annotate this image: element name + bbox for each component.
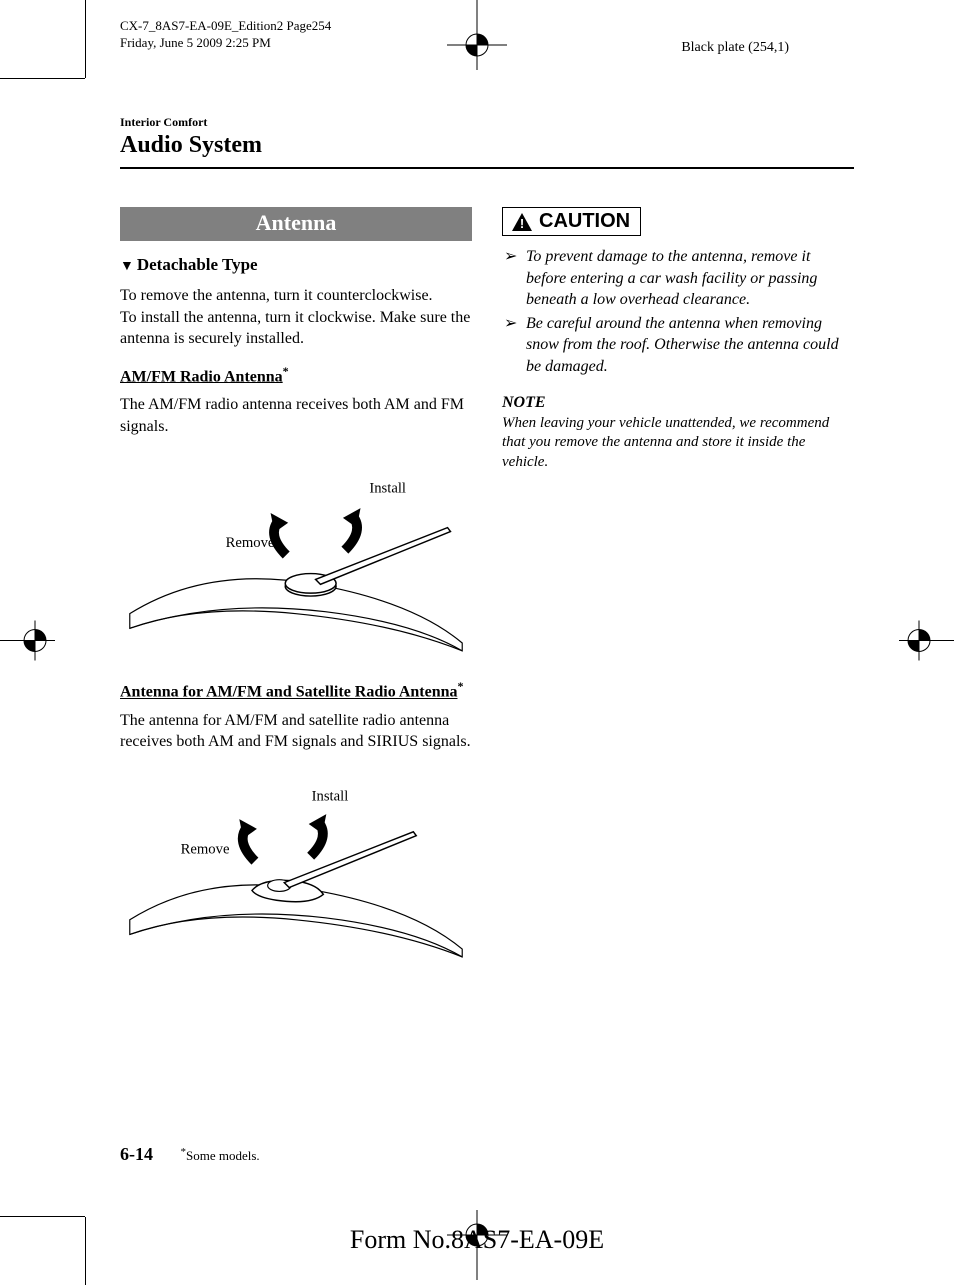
page-title: Audio System (120, 132, 854, 159)
page-number: 6-14 (120, 1144, 153, 1164)
svg-text:!: ! (520, 216, 524, 231)
caution-box: ! CAUTION (502, 207, 641, 236)
caution-item: Be careful around the antenna when remov… (526, 313, 854, 378)
crop-corner-line (0, 1216, 85, 1217)
header-rule (120, 167, 854, 169)
asterisk-icon: * (458, 679, 464, 694)
intro-text: To remove the antenna, turn it countercl… (120, 285, 472, 350)
doc-date-line: Friday, June 5 2009 2:25 PM (120, 35, 331, 52)
footnote: *Some models. (181, 1148, 260, 1163)
section-label: Interior Comfort (120, 115, 854, 130)
doc-id-line: CX-7_8AS7-EA-09E_Edition2 Page254 (120, 18, 331, 35)
antenna-diagram-1: Install Remove (120, 455, 472, 655)
page-footer: 6-14 *Some models. (120, 1144, 260, 1165)
antenna-diagram-2: Install Remove (120, 771, 472, 961)
satellite-text: The antenna for AM/FM and satellite radi… (120, 710, 472, 753)
crop-corner-line (85, 0, 86, 78)
right-column: ! CAUTION To prevent damage to the anten… (502, 207, 854, 985)
amfm-text: The AM/FM radio antenna receives both AM… (120, 394, 472, 437)
crop-corner-line (0, 78, 85, 79)
subsection-heading: Detachable Type (120, 255, 472, 275)
heading-satellite: Antenna for AM/FM and Satellite Radio An… (120, 679, 472, 701)
asterisk-icon: * (283, 364, 289, 379)
form-number: Form No.8AS7-EA-09E (350, 1225, 604, 1255)
svg-text:Install: Install (312, 788, 349, 804)
remove-label: Remove (226, 535, 275, 551)
two-column-layout: Antenna Detachable Type To remove the an… (120, 207, 854, 985)
caution-list: To prevent damage to the antenna, remove… (502, 246, 854, 378)
caution-item: To prevent damage to the antenna, remove… (526, 246, 854, 311)
section-banner: Antenna (120, 207, 472, 241)
note-text: When leaving your vehicle unattended, we… (502, 414, 854, 473)
note-heading: NOTE (502, 394, 854, 412)
install-label: Install (369, 481, 406, 497)
content-area: Interior Comfort Audio System Antenna De… (120, 115, 854, 1165)
page: CX-7_8AS7-EA-09E_Edition2 Page254 Friday… (0, 0, 954, 1285)
warning-icon: ! (511, 212, 533, 232)
doc-meta-right: Black plate (254,1) (681, 40, 789, 56)
crop-corner-line (85, 1217, 86, 1285)
left-column: Antenna Detachable Type To remove the an… (120, 207, 472, 985)
registration-mark-right (899, 615, 954, 670)
svg-text:Remove: Remove (181, 841, 230, 857)
registration-mark-left (0, 615, 55, 670)
doc-meta-left: CX-7_8AS7-EA-09E_Edition2 Page254 Friday… (120, 18, 331, 52)
caution-label: CAUTION (539, 210, 630, 233)
registration-mark-top (447, 0, 507, 75)
heading-amfm: AM/FM Radio Antenna* (120, 364, 472, 386)
